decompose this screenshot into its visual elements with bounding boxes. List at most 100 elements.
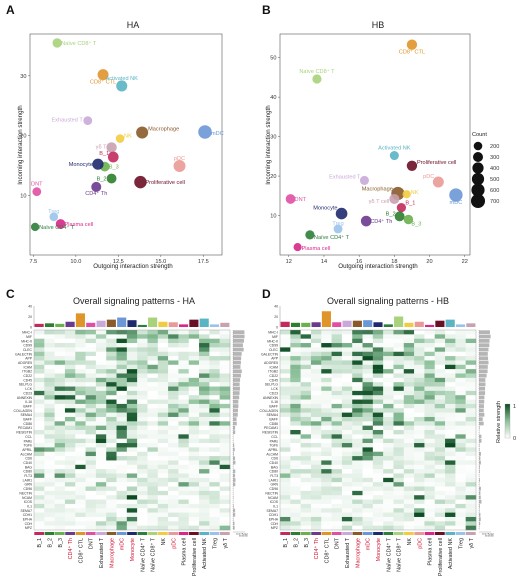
heatmap-cell	[188, 343, 200, 348]
heatmap-cell	[106, 525, 117, 531]
point-label: CD4⁺ Th	[370, 218, 392, 225]
heatmap-cell	[310, 399, 322, 405]
heatmap-cell	[54, 386, 66, 392]
heatmap-cell	[178, 473, 189, 479]
heatmap-cell	[54, 434, 66, 439]
row-total-bar	[479, 378, 486, 382]
heatmap-cell	[44, 456, 55, 461]
heatmap-cell	[393, 477, 404, 483]
heatmap-cell	[137, 403, 148, 409]
heatmap-cell	[300, 425, 312, 431]
heatmap-cell	[341, 343, 353, 348]
heatmap-cell	[465, 408, 477, 413]
heatmap-cell	[168, 495, 179, 500]
point-label: B_2	[97, 177, 107, 183]
heatmap-cell	[352, 451, 363, 457]
heatmap-cell	[321, 386, 332, 392]
heatmap-cell	[34, 438, 45, 444]
heatmap-cell	[434, 490, 446, 496]
heatmap-cell	[280, 516, 291, 522]
heatmap-cell	[95, 477, 107, 483]
heatmap-cell	[383, 443, 394, 448]
heatmap-cell	[147, 364, 158, 370]
heatmap-cell	[280, 377, 291, 383]
point-label: Treg	[332, 221, 343, 227]
heatmap-cell	[126, 508, 138, 513]
heatmap-cell	[95, 408, 107, 413]
point-label: pDC	[423, 174, 434, 180]
heatmap-cell	[54, 364, 66, 370]
heatmap-cell	[341, 330, 353, 335]
heatmap-cell	[199, 412, 210, 418]
heatmap-cell	[34, 390, 45, 396]
row-label: ALCAM	[266, 452, 278, 456]
heatmap-cell	[403, 373, 415, 379]
heatmap-cell	[126, 390, 138, 396]
heatmap-cell	[137, 503, 148, 509]
heatmap-cell	[341, 347, 353, 352]
heatmap-cell	[116, 443, 128, 448]
row-total-bar	[233, 373, 241, 378]
heatmap-cell	[157, 525, 169, 531]
heatmap-cell	[199, 416, 210, 422]
heatmap-cell	[168, 512, 179, 518]
row-label: IL16	[271, 400, 278, 404]
heatmap-cell	[116, 343, 128, 348]
row-label: PARs	[270, 439, 279, 443]
row-label: CD96	[269, 487, 278, 491]
heatmap-cell	[300, 525, 312, 531]
heatmap-cell	[321, 343, 332, 348]
heatmap-cell	[209, 330, 220, 335]
heatmap-cell	[393, 438, 404, 444]
heatmap-cell	[424, 364, 435, 370]
heatmap-cell	[362, 499, 374, 505]
heatmap-cell	[54, 469, 66, 474]
heatmap-cell	[209, 477, 220, 483]
heatmap-cell	[126, 486, 138, 492]
heatmap-cell	[95, 438, 107, 444]
heatmap-cell	[178, 447, 189, 452]
heatmap-cell	[44, 382, 55, 387]
heatmap-cell	[403, 416, 415, 422]
heatmap-cell	[290, 464, 301, 470]
heatmap-cell	[64, 403, 76, 409]
heatmap-cell	[116, 516, 128, 522]
heatmap-cell	[300, 434, 312, 439]
column-color-strip	[219, 532, 230, 535]
heatmap-cell	[106, 421, 117, 426]
heatmap-cell	[362, 447, 374, 452]
heatmap-cell	[310, 382, 322, 387]
heatmap-cell	[75, 525, 86, 531]
heatmap-cell	[280, 390, 291, 396]
heatmap-cell	[341, 473, 353, 479]
heatmap-cell	[85, 499, 97, 505]
heatmap-cell	[157, 464, 169, 470]
heatmap-cell	[403, 360, 415, 365]
heatmap-cell	[188, 495, 200, 500]
column-color-strip	[342, 532, 352, 535]
row-label: SEMA7	[21, 509, 33, 513]
heatmap-cell	[34, 525, 45, 531]
column-color-strip	[414, 532, 425, 535]
column-bar	[425, 324, 435, 327]
column-bar	[404, 322, 414, 327]
heatmap-cell	[85, 421, 97, 426]
heatmap-cell	[147, 330, 158, 335]
heatmap-cell	[44, 512, 55, 518]
heatmap-cell	[414, 443, 425, 448]
heatmap-cell	[126, 377, 138, 383]
heatmap-cell	[85, 525, 97, 531]
heatmap-cell	[372, 430, 384, 435]
column-bar	[321, 311, 331, 327]
heatmap-cell	[372, 356, 384, 361]
heatmap-cell	[372, 443, 384, 448]
column-color-strip	[178, 532, 189, 535]
heatmap-cell	[372, 482, 384, 487]
heatmap-cell	[362, 521, 374, 526]
heatmap-cell	[178, 516, 189, 522]
heatmap-cell	[310, 412, 322, 418]
heatmap-cell	[116, 369, 128, 374]
heatmap-cell	[199, 451, 210, 457]
heatmap-cell	[199, 473, 210, 479]
heatmap-cell	[393, 343, 404, 348]
